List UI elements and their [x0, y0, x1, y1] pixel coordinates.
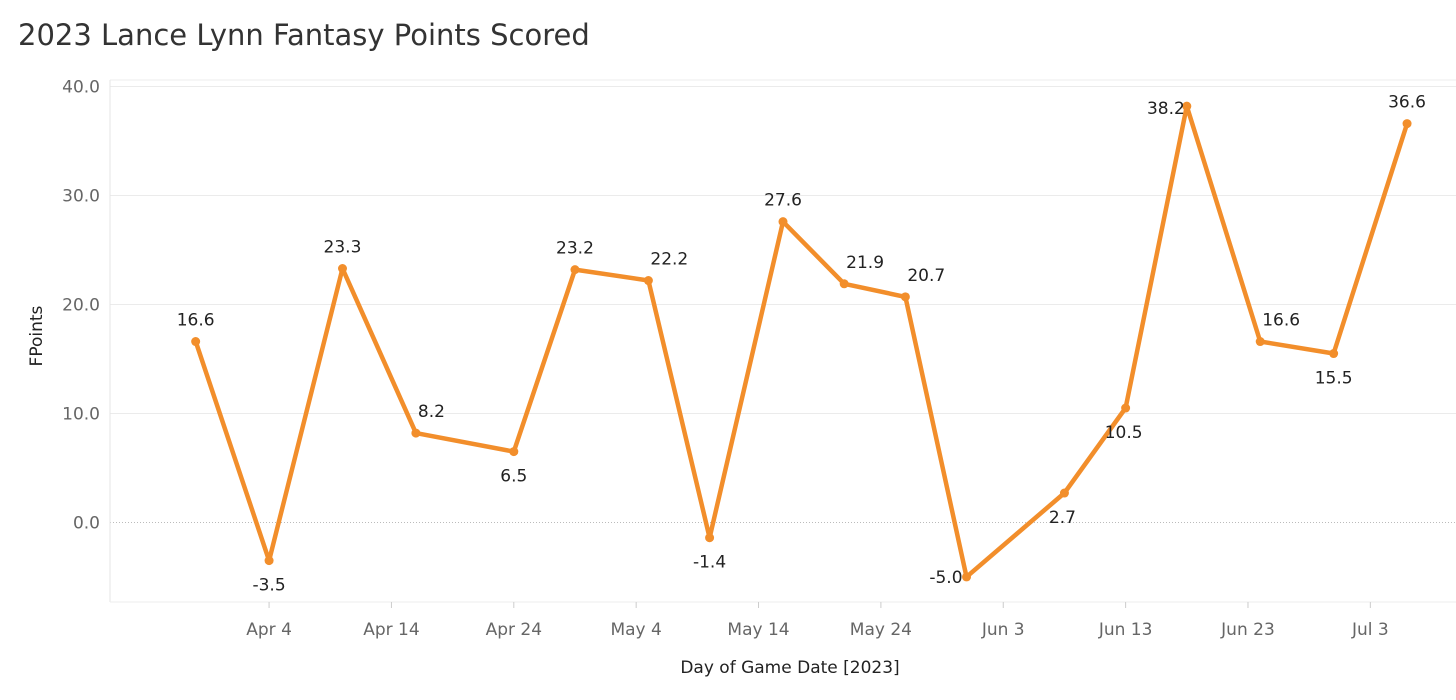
data-label: 21.9 [846, 253, 884, 273]
data-point [411, 428, 421, 438]
y-tick-label: 10.0 [62, 404, 100, 424]
x-tick-label: May 4 [610, 620, 661, 640]
data-point [839, 279, 849, 289]
data-point [900, 292, 910, 302]
data-point [570, 265, 580, 275]
x-tick-label: Jun 23 [1220, 620, 1275, 640]
y-tick-label: 40.0 [62, 78, 100, 98]
x-tick-label: Apr 24 [486, 620, 542, 640]
data-point [962, 572, 972, 582]
data-label: -1.4 [693, 553, 726, 573]
axes: 0.0 10.0 20.0 30.0 40.0 Apr 4 Apr 14 Apr 24 May … [62, 78, 1456, 640]
x-tick-label: Apr 14 [363, 620, 419, 640]
y-tick-label: 30.0 [62, 187, 100, 207]
y-tick-label: 20.0 [62, 295, 100, 315]
x-tick-label: Jul 3 [1351, 620, 1389, 640]
x-tick-label: May 24 [850, 620, 912, 640]
series-line-layer [193, 103, 1410, 580]
data-point [264, 556, 274, 566]
data-point [1329, 349, 1339, 359]
data-label: 20.7 [907, 266, 945, 286]
y-tick-label: 0.0 [73, 513, 100, 533]
data-label: 15.5 [1315, 369, 1353, 389]
data-point [337, 264, 347, 274]
data-point [705, 533, 715, 543]
data-label: 6.5 [500, 467, 527, 487]
data-label: 23.2 [556, 239, 594, 259]
grid-lines [110, 79, 1456, 523]
data-label: -5.0 [929, 568, 962, 588]
series-line [193, 103, 1410, 580]
data-label: 16.6 [177, 311, 215, 331]
data-points [191, 101, 1412, 582]
data-label: 22.2 [650, 250, 688, 270]
x-axis-title: Day of Game Date [2023] [680, 658, 899, 678]
data-label: -3.5 [252, 576, 285, 596]
data-labels: 16.6 -3.5 23.3 8.2 6.5 23.2 22.2 -1.4 27.6 21.9 20… [177, 93, 1426, 596]
data-label: 8.2 [418, 402, 445, 422]
data-point [1121, 403, 1131, 413]
x-tick-label: Jun 3 [981, 620, 1025, 640]
data-label: 27.6 [764, 191, 802, 211]
x-tick-label: May 14 [727, 620, 789, 640]
data-point [1402, 119, 1412, 129]
data-point [1182, 101, 1192, 111]
data-point [1059, 488, 1069, 498]
data-point [1255, 337, 1265, 347]
data-point [509, 447, 519, 457]
data-point [778, 217, 788, 227]
data-label: 36.6 [1388, 93, 1426, 113]
data-point [191, 337, 201, 347]
y-axis-title: FPoints [27, 305, 47, 366]
data-label: 2.7 [1049, 508, 1076, 528]
data-label: 23.3 [324, 238, 362, 258]
data-label: 38.2 [1147, 99, 1185, 119]
x-tick-label: Jun 13 [1098, 620, 1153, 640]
x-tick-label: Apr 4 [246, 620, 292, 640]
data-label: 10.5 [1105, 423, 1143, 443]
chart-title: 2023 Lance Lynn Fantasy Points Scored [18, 18, 590, 52]
data-label: 16.6 [1262, 311, 1300, 331]
data-point [643, 276, 653, 286]
